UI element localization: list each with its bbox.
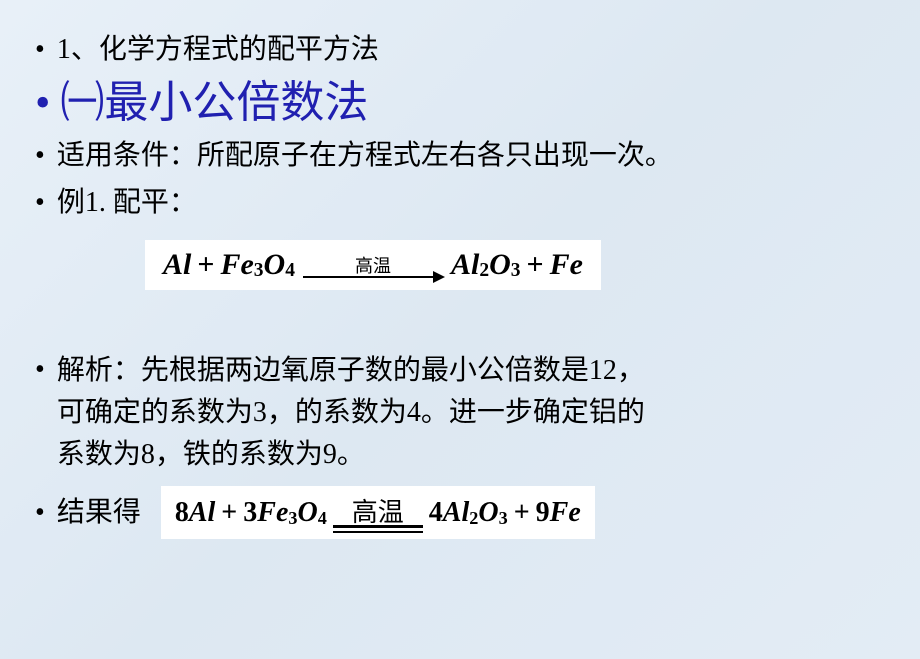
eq1-sub2: 2 <box>479 260 489 282</box>
equation-2: 8 Al + 3 Fe 3 O 4 高温 4 Al 2 O 3 + 9 Fe <box>175 492 581 533</box>
eq1-al2: Al <box>451 248 479 282</box>
heading-text: ㈠最小公倍数法 <box>60 77 368 130</box>
eq2-sub3: 3 <box>288 508 297 529</box>
eq2-c3: 4 <box>429 497 443 529</box>
eq1-o1: O <box>264 248 286 282</box>
bullet-analysis: • <box>35 350 45 389</box>
eq2-sub2: 2 <box>469 508 478 529</box>
analysis-l2: 可确定的系数为3，的系数为4。进一步确定铝的 <box>57 392 645 434</box>
line-2: • 适用条件：所配原子在方程式左右各只出现一次。 <box>35 136 885 175</box>
text-line-3: 例1. 配平： <box>57 183 197 222</box>
result-line: • 结果得 8 Al + 3 Fe 3 O 4 高温 4 Al 2 O 3 + … <box>35 486 885 539</box>
eq1-fe2: Fe <box>550 248 583 282</box>
eq1-o2: O <box>489 248 511 282</box>
equal-lines-icon <box>333 525 423 533</box>
eq2-o2: O <box>478 497 498 529</box>
eq2-fe2: Fe <box>550 497 581 529</box>
line-1: • 1、化学方程式的配平方法 <box>35 30 885 69</box>
text-line-2: 适用条件：所配原子在方程式左右各只出现一次。 <box>57 136 673 175</box>
eq2-al2: Al <box>443 497 469 529</box>
eq1-plus2: + <box>527 248 544 282</box>
eq2-fe: Fe <box>257 497 288 529</box>
eq2-o1: O <box>297 497 317 529</box>
bullet-3: • <box>35 183 45 222</box>
eq2-al: Al <box>189 497 215 529</box>
eq1-al: Al <box>163 248 191 282</box>
eq2-condition: 高温 <box>333 492 423 533</box>
equation-2-box: 8 Al + 3 Fe 3 O 4 高温 4 Al 2 O 3 + 9 Fe <box>161 486 595 539</box>
eq1-fe: Fe <box>220 248 253 282</box>
bullet-2: • <box>35 136 45 175</box>
eq1-sub3b: 3 <box>511 260 521 282</box>
text-line-1: 1、化学方程式的配平方法 <box>57 30 379 69</box>
eq2-sub4: 4 <box>318 508 327 529</box>
bullet-heading: • <box>35 77 50 130</box>
eq1-sub3: 3 <box>254 260 264 282</box>
equation-1-box: Al + Fe 3 O 4 高温 Al 2 O 3 + Fe <box>145 240 601 290</box>
eq2-sub3b: 3 <box>499 508 508 529</box>
eq2-c2: 3 <box>243 497 257 529</box>
eq1-sub4: 4 <box>285 260 295 282</box>
eq1-arrow: 高温 <box>303 252 443 278</box>
analysis-text: 解析：先根据两边氧原子数的最小公倍数是12， 可确定的系数为3，的系数为4。进一… <box>57 350 645 476</box>
eq2-c1: 8 <box>175 497 189 529</box>
eq1-arrow-label: 高温 <box>355 252 391 278</box>
analysis-line: • 解析：先根据两边氧原子数的最小公倍数是12， 可确定的系数为3，的系数为4。… <box>35 350 885 476</box>
analysis-l3: 系数为8，铁的系数为9。 <box>57 434 645 476</box>
bullet-result: • <box>35 493 45 532</box>
eq2-plus1: + <box>221 497 237 529</box>
heading-line: • ㈠最小公倍数法 <box>35 77 885 130</box>
bullet-1: • <box>35 30 45 69</box>
analysis-block: • 解析：先根据两边氧原子数的最小公倍数是12， 可确定的系数为3，的系数为4。… <box>35 350 885 476</box>
eq2-cond-label: 高温 <box>352 492 404 529</box>
analysis-l1: 解析：先根据两边氧原子数的最小公倍数是12， <box>57 350 645 392</box>
eq1-plus1: + <box>197 248 214 282</box>
line-3: • 例1. 配平： <box>35 183 885 222</box>
arrow-line-icon <box>303 276 443 278</box>
eq2-c4: 9 <box>536 497 550 529</box>
result-label: 结果得 <box>57 493 141 532</box>
equation-1: Al + Fe 3 O 4 高温 Al 2 O 3 + Fe <box>163 248 583 282</box>
eq2-plus2: + <box>514 497 530 529</box>
